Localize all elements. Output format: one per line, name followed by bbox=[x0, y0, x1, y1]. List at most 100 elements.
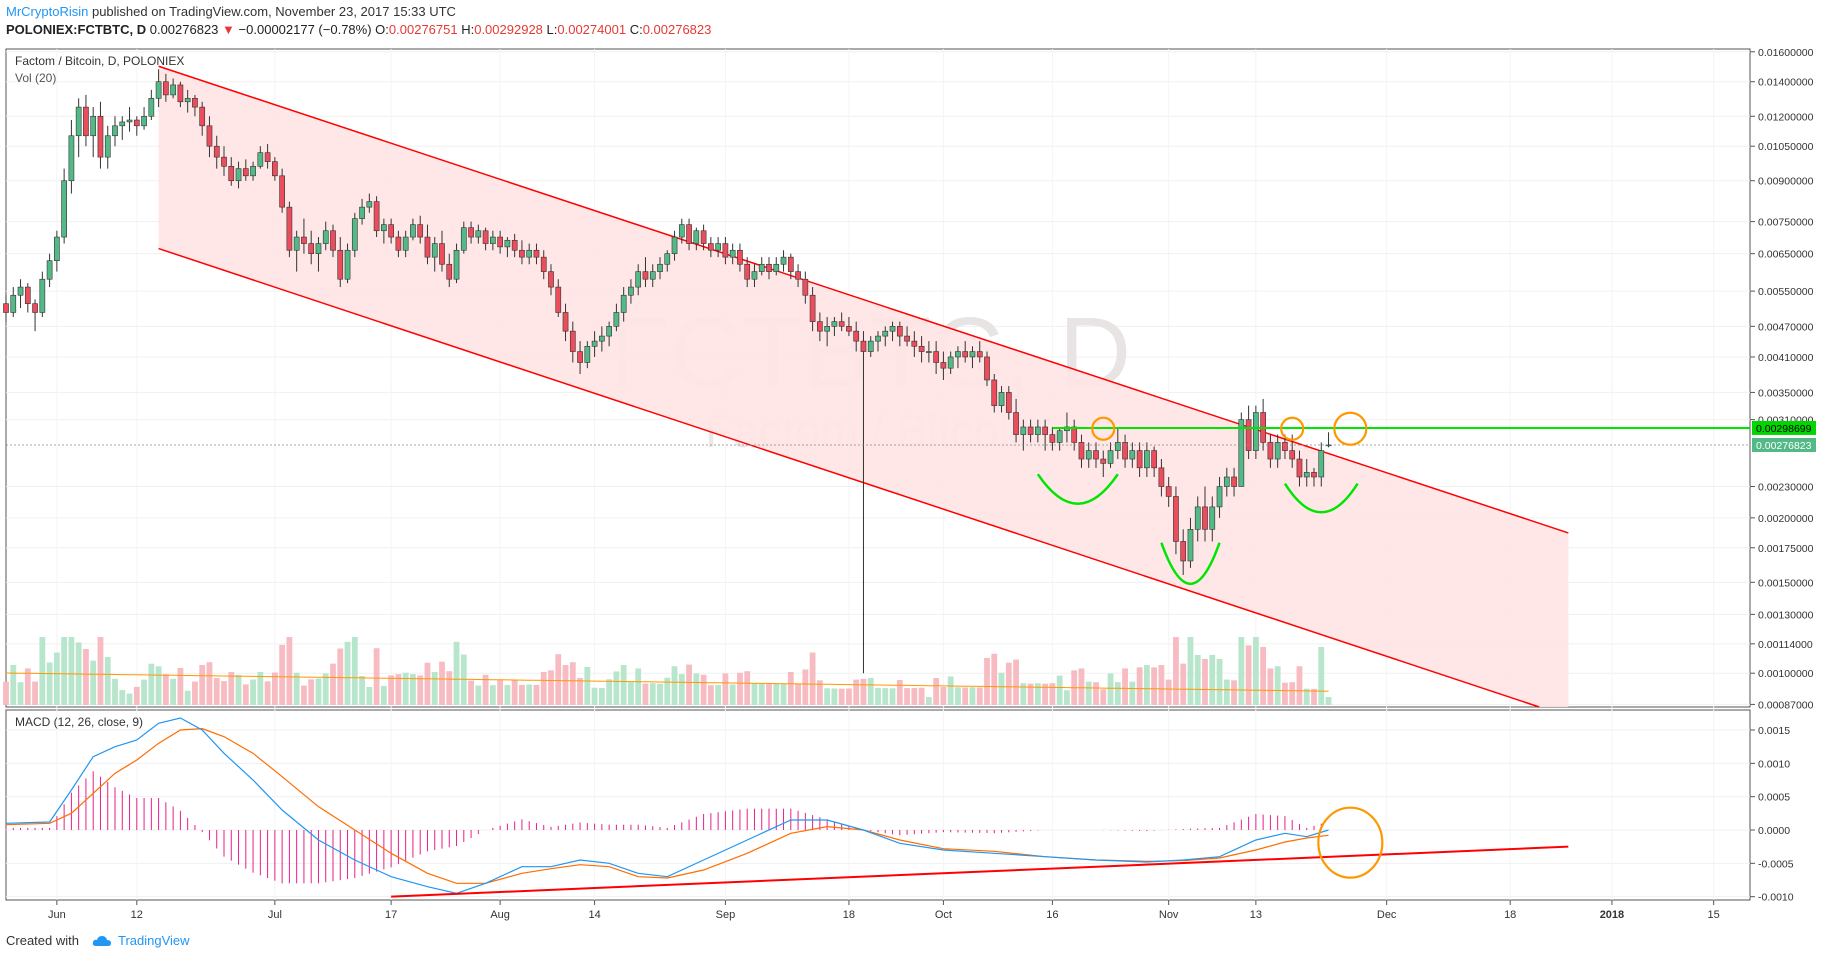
volume-bar bbox=[671, 666, 678, 705]
macd-pane[interactable] bbox=[5, 709, 1751, 901]
price-pane-border bbox=[5, 48, 1751, 708]
volume-bar bbox=[1114, 682, 1121, 705]
volume-bar bbox=[715, 684, 722, 705]
volume-bar bbox=[3, 681, 9, 705]
channel-lower-line bbox=[158, 247, 1540, 708]
candle-body bbox=[322, 230, 329, 244]
price-tick-label: 0.00200000 bbox=[1758, 513, 1814, 525]
tradingview-link[interactable]: TradingView bbox=[92, 933, 190, 948]
volume-bar bbox=[577, 677, 583, 705]
candle-body bbox=[3, 303, 9, 313]
volume-bar bbox=[337, 648, 344, 705]
candle-body bbox=[875, 335, 881, 342]
candle-body bbox=[1107, 450, 1114, 464]
candle-body bbox=[976, 351, 983, 358]
volume-bar bbox=[1173, 637, 1179, 705]
candle-body bbox=[482, 230, 489, 244]
candle-body bbox=[293, 236, 300, 251]
candle-body bbox=[933, 351, 939, 363]
volume-bar bbox=[424, 662, 431, 705]
volume-bar bbox=[1151, 667, 1158, 705]
candle-body bbox=[1071, 426, 1078, 443]
volume-bar bbox=[1122, 668, 1128, 705]
price-pane[interactable] bbox=[5, 48, 1751, 708]
candle-body bbox=[809, 294, 816, 322]
candle-body bbox=[1318, 450, 1325, 478]
author-link[interactable]: MrCryptoRisin bbox=[6, 4, 89, 19]
chart-header: MrCryptoRisin published on TradingView.c… bbox=[0, 0, 1824, 42]
price-tick-label: 0.00750000 bbox=[1758, 217, 1814, 229]
candle-body bbox=[1035, 426, 1041, 435]
volume-bar bbox=[17, 682, 24, 705]
macd-series bbox=[5, 717, 1569, 898]
candle-body bbox=[657, 263, 663, 272]
volume-bar bbox=[591, 687, 598, 705]
candle-body bbox=[264, 152, 271, 162]
candles bbox=[3, 69, 1332, 674]
candle-body bbox=[424, 236, 431, 258]
candle-body bbox=[32, 303, 38, 313]
candle-body bbox=[1253, 412, 1259, 451]
time-tick-label: Dec bbox=[1377, 909, 1397, 921]
candle-body bbox=[330, 230, 336, 251]
ohlc-open: 0.00276751 bbox=[388, 22, 458, 37]
volume-bar bbox=[192, 681, 198, 705]
volume-bar bbox=[431, 672, 438, 705]
candle-body bbox=[606, 326, 612, 337]
candle-body bbox=[1144, 450, 1150, 469]
volume-bar bbox=[155, 666, 162, 705]
time-tick-label: Oct bbox=[935, 909, 952, 921]
volume-bar bbox=[722, 673, 729, 705]
candle-body bbox=[998, 392, 1005, 406]
macd-tick-label: 0.0000 bbox=[1758, 825, 1790, 837]
volume-bar bbox=[911, 687, 918, 705]
candle-body bbox=[1027, 426, 1034, 435]
candle-body bbox=[802, 278, 809, 296]
candle-body bbox=[272, 161, 278, 177]
time-tick-label: Jun bbox=[48, 909, 66, 921]
price-tick-label: 0.00550000 bbox=[1758, 286, 1814, 298]
volume-bar bbox=[315, 678, 322, 705]
volume-bar bbox=[1020, 683, 1027, 705]
volume-bar bbox=[184, 690, 191, 705]
volume-bar bbox=[410, 674, 416, 705]
ohlc-high: 0.00292928 bbox=[474, 22, 543, 37]
candle-body bbox=[17, 286, 24, 296]
candle-body bbox=[1216, 486, 1223, 508]
volume-bar bbox=[213, 677, 220, 705]
volume-bar bbox=[61, 637, 68, 705]
volume-bar bbox=[1136, 667, 1143, 705]
volume-bar bbox=[1303, 688, 1310, 705]
volume-bar bbox=[867, 677, 874, 705]
volume-bar bbox=[802, 669, 809, 705]
volume-bar bbox=[1318, 647, 1325, 705]
candle-body bbox=[228, 165, 235, 182]
highlight-circle bbox=[1333, 411, 1368, 446]
volume-bar bbox=[831, 688, 838, 705]
volume-bar bbox=[1289, 682, 1296, 705]
volume-bar bbox=[744, 671, 751, 705]
candle-body bbox=[773, 263, 780, 272]
level-price-tag bbox=[1752, 420, 1816, 435]
volume-bar bbox=[1143, 665, 1150, 705]
candle-body bbox=[540, 256, 547, 272]
volume-bar bbox=[489, 685, 496, 705]
volume-bar bbox=[1245, 645, 1252, 705]
volume-bar bbox=[162, 674, 169, 705]
candlestick-chart[interactable]: FCTBTC, D Factom / Bitcoin Factom / Bitc… bbox=[0, 42, 1824, 926]
time-tick-label: Nov bbox=[1159, 909, 1179, 921]
candle-body bbox=[46, 260, 53, 280]
candle-body bbox=[1231, 476, 1237, 487]
candle-body bbox=[133, 119, 140, 127]
volume-bar bbox=[569, 662, 576, 705]
candle-body bbox=[1129, 450, 1136, 460]
candle-body bbox=[192, 98, 198, 108]
candle-body bbox=[90, 115, 97, 137]
candle-body bbox=[511, 239, 518, 251]
volume-bar bbox=[279, 644, 286, 705]
candle-body bbox=[1122, 442, 1128, 460]
volume-bar bbox=[1165, 679, 1172, 705]
volume-bar bbox=[199, 665, 206, 705]
volume-bar bbox=[235, 674, 242, 705]
volume-bar bbox=[918, 687, 925, 705]
